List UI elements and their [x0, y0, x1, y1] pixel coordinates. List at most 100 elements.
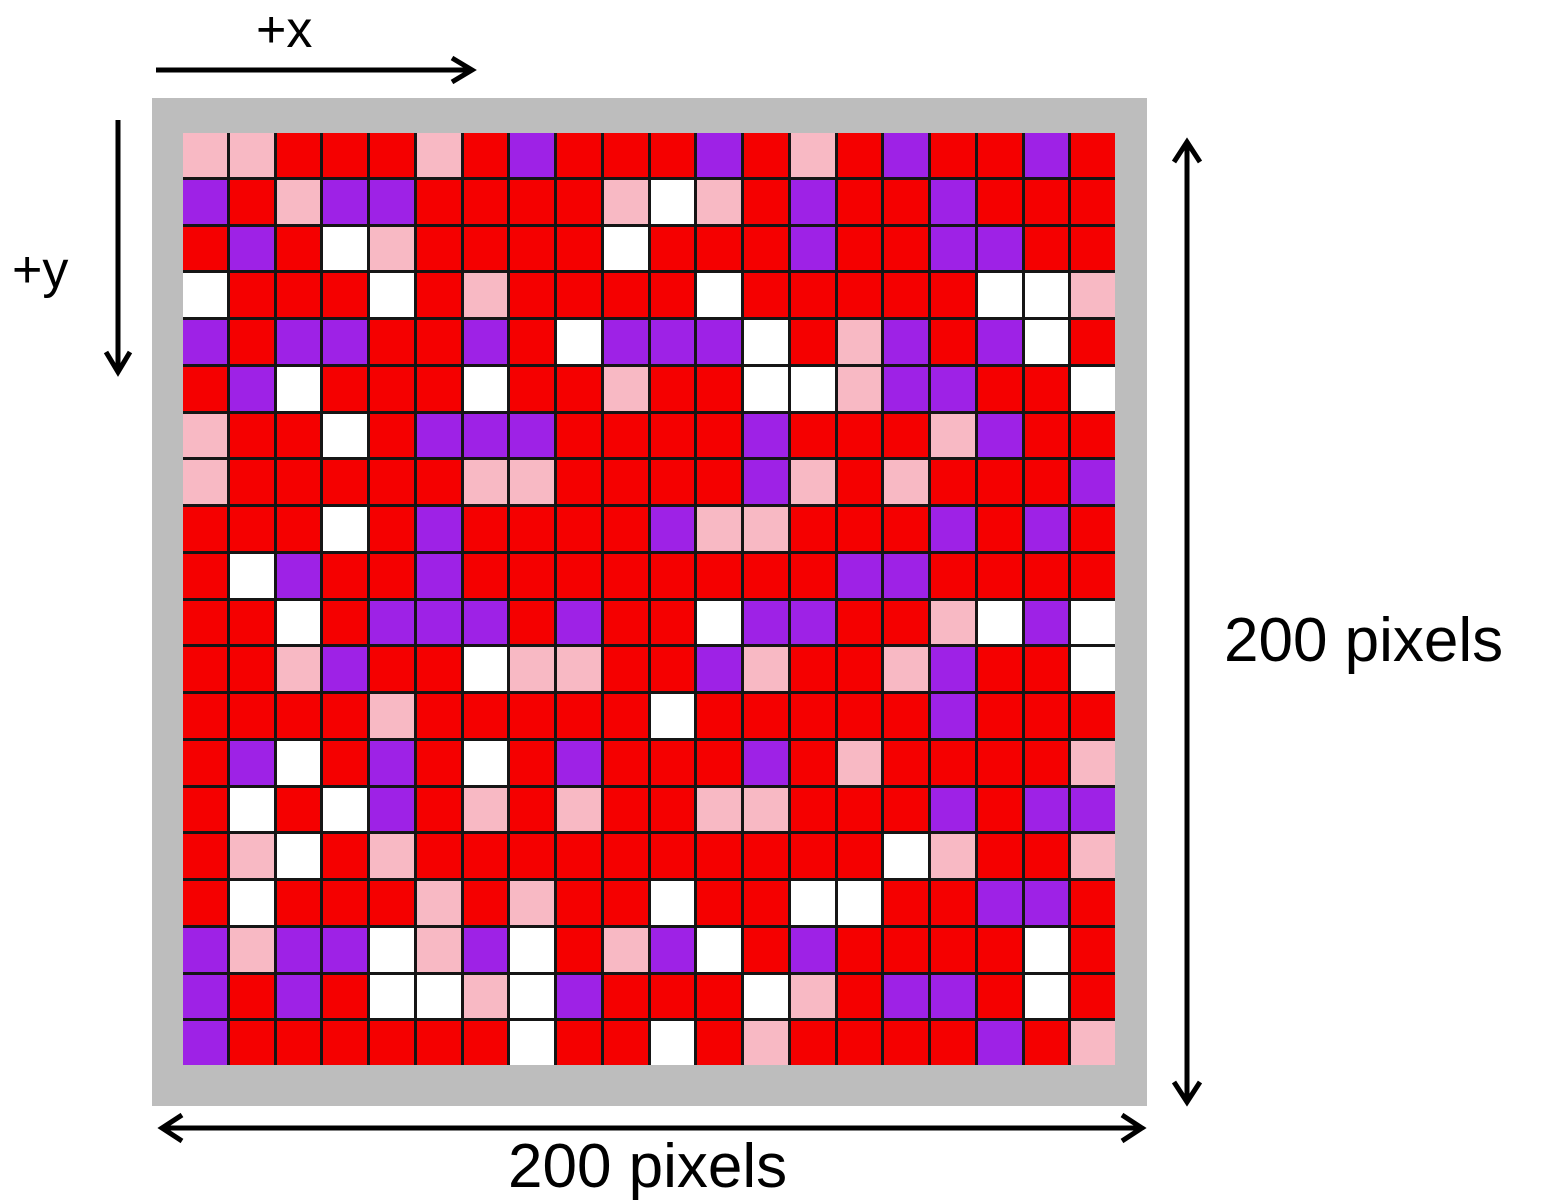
grid-cell-red: [463, 133, 508, 177]
grid-cell-pink: [837, 366, 882, 411]
grid-cell-red: [603, 553, 648, 598]
grid-cell-red: [977, 366, 1022, 411]
grid-cell-red: [510, 834, 554, 878]
grid-cell-red: [650, 133, 695, 177]
grid-cell-red: [744, 226, 788, 271]
grid-cell-white: [1071, 647, 1115, 691]
grid-cell-violet: [931, 507, 975, 551]
grid-cell-red: [977, 460, 1022, 504]
grid-cell-white: [744, 366, 788, 411]
grid-cell-red: [977, 647, 1022, 691]
grid-cell-red: [977, 179, 1022, 224]
grid-cell-red: [790, 834, 835, 878]
grid-cell-violet: [323, 647, 367, 691]
grid-cell-red: [557, 507, 601, 551]
grid-cell-violet: [697, 320, 741, 364]
grid-cell-red: [557, 413, 601, 458]
grid-cell-red: [229, 320, 274, 364]
grid-cell-red: [837, 507, 882, 551]
grid-cell-red: [510, 273, 554, 317]
grid-cell-red: [837, 694, 882, 738]
grid-cell-red: [977, 507, 1022, 551]
grid-cell-red: [931, 740, 975, 785]
grid-cell-pink: [229, 927, 274, 972]
grid-cell-violet: [463, 413, 508, 458]
grid-cell-pink: [697, 507, 741, 551]
grid-cell-pink: [416, 881, 461, 925]
grid-cell-violet: [183, 974, 227, 1019]
grid-cell-red: [416, 179, 461, 224]
grid-cell-violet: [510, 133, 554, 177]
grid-cell-violet: [1024, 133, 1069, 177]
grid-cell-red: [837, 413, 882, 458]
grid-cell-white: [557, 320, 601, 364]
grid-cell-red: [1024, 694, 1069, 738]
grid-cell-red: [884, 413, 928, 458]
grid-cell-red: [931, 133, 975, 177]
grid-cell-red: [183, 694, 227, 738]
grid-cell-violet: [744, 600, 788, 645]
grid-cell-red: [650, 460, 695, 504]
grid-cell-red: [697, 834, 741, 878]
grid-cell-red: [931, 553, 975, 598]
grid-cell-red: [697, 460, 741, 504]
grid-cell-red: [1071, 413, 1115, 458]
grid-cell-violet: [463, 320, 508, 364]
grid-cell-white: [416, 974, 461, 1019]
grid-cell-violet: [931, 366, 975, 411]
grid-cell-red: [977, 740, 1022, 785]
grid-cell-white: [229, 787, 274, 832]
grid-cell-white: [977, 600, 1022, 645]
grid-cell-red: [1071, 927, 1115, 972]
grid-cell-violet: [884, 133, 928, 177]
grid-cell-pink: [1071, 740, 1115, 785]
grid-cell-red: [603, 647, 648, 691]
grid-cell-white: [510, 974, 554, 1019]
grid-cell-violet: [370, 740, 414, 785]
grid-cell-red: [276, 413, 321, 458]
grid-cell-violet: [744, 460, 788, 504]
grid-cell-pink: [603, 366, 648, 411]
grid-cell-violet: [416, 507, 461, 551]
grid-cell-red: [557, 1021, 601, 1065]
grid-cell-violet: [931, 694, 975, 738]
grid-cell-red: [229, 974, 274, 1019]
grid-cell-red: [744, 273, 788, 317]
grid-cell-red: [323, 974, 367, 1019]
grid-cell-red: [229, 413, 274, 458]
grid-cell-red: [603, 740, 648, 785]
grid-cell-violet: [650, 927, 695, 972]
grid-cell-red: [790, 273, 835, 317]
grid-cell-red: [323, 694, 367, 738]
grid-cell-violet: [790, 179, 835, 224]
grid-cell-white: [1024, 927, 1069, 972]
grid-cell-red: [790, 694, 835, 738]
grid-cell-red: [416, 320, 461, 364]
grid-cell-red: [837, 974, 882, 1019]
grid-cell-red: [650, 787, 695, 832]
grid-cell-red: [229, 460, 274, 504]
grid-cell-red: [557, 881, 601, 925]
grid-cell-pink: [884, 647, 928, 691]
grid-cell-red: [744, 834, 788, 878]
grid-cell-white: [323, 787, 367, 832]
grid-cell-pink: [276, 647, 321, 691]
grid-cell-red: [463, 507, 508, 551]
grid-cell-violet: [276, 553, 321, 598]
grid-cell-violet: [323, 179, 367, 224]
image-frame: [152, 98, 1147, 1106]
grid-cell-violet: [229, 740, 274, 785]
grid-cell-violet: [790, 927, 835, 972]
grid-cell-violet: [183, 1021, 227, 1065]
grid-cell-red: [1024, 179, 1069, 224]
grid-cell-red: [557, 179, 601, 224]
grid-cell-red: [697, 226, 741, 271]
grid-cell-violet: [183, 927, 227, 972]
grid-cell-white: [603, 226, 648, 271]
grid-cell-pink: [790, 133, 835, 177]
grid-cell-pink: [1071, 1021, 1115, 1065]
grid-cell-red: [603, 413, 648, 458]
grid-cell-red: [183, 834, 227, 878]
grid-cell-red: [837, 460, 882, 504]
grid-cell-red: [323, 834, 367, 878]
